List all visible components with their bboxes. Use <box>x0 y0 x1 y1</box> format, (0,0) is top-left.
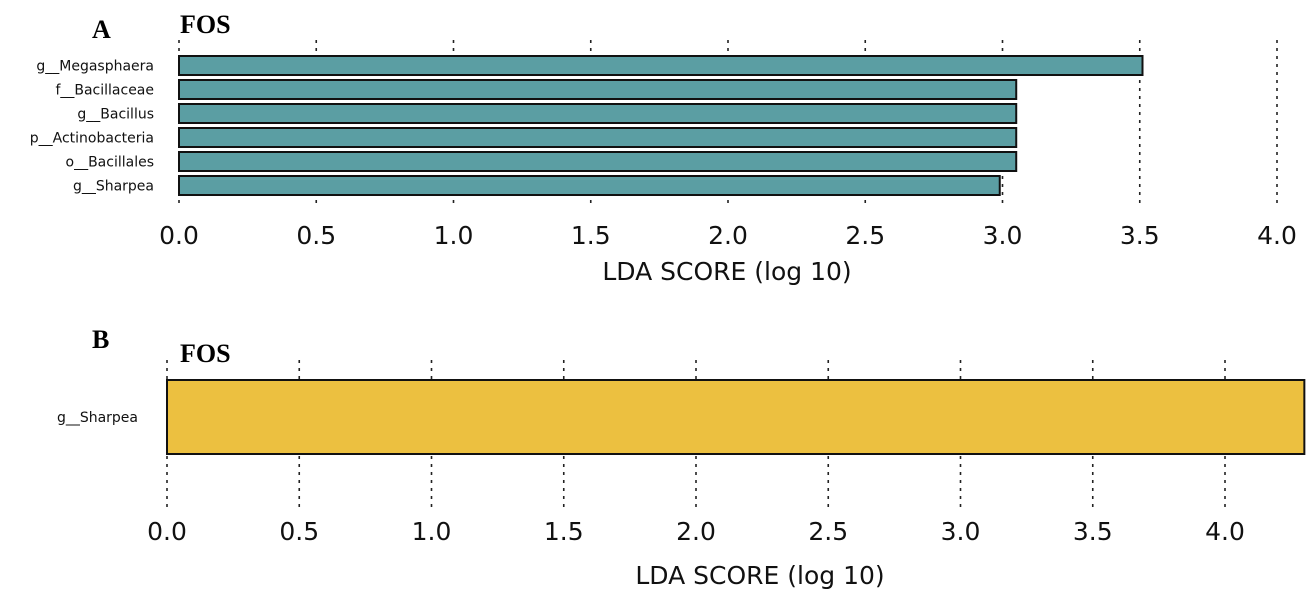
panel-a-bar <box>178 127 1018 148</box>
panel-b-tick-labels: 0.0 0.5 1.0 1.5 2.0 2.5 3.0 3.5 4.0 <box>147 517 1245 546</box>
panel-a-category-label: g__Megasphaera <box>36 59 154 75</box>
panel-a-bar <box>178 151 1018 172</box>
panel-b-x-tick-label: 2.5 <box>808 517 848 546</box>
panel-a-x-tick-label: 1.5 <box>571 221 611 250</box>
panel-a-x-tick-label: 3.0 <box>983 221 1023 250</box>
panel-a-category-label: f__Bacillaceae <box>55 83 154 99</box>
panel-b-bars <box>166 379 1306 455</box>
panel-b-x-tick-label: 0.5 <box>279 517 319 546</box>
panel-a-letter: A <box>92 15 111 44</box>
panel-a-bar <box>178 55 1144 76</box>
panel-a-category-label: o__Bacillales <box>66 155 155 171</box>
panel-a-x-tick-label: 0.0 <box>159 221 199 250</box>
panel-a-bar <box>178 175 1001 196</box>
panel-a-x-tick-label: 0.5 <box>296 221 336 250</box>
panel-b-category-labels: g__Sharpea <box>57 410 138 426</box>
panel-a-category-labels: g__Megasphaera f__Bacillaceae g__Bacillusp… <box>30 59 154 195</box>
panel-a-x-axis-label: LDA SCORE (log 10) <box>602 257 851 286</box>
panel-b-x-axis-label: LDA SCORE (log 10) <box>635 561 884 590</box>
panel-b-x-tick-label: 0.0 <box>147 517 187 546</box>
panel-b-x-tick-label: 2.0 <box>676 517 716 546</box>
panel-b-x-tick-label: 3.5 <box>1073 517 1113 546</box>
panel-b: B FOS g__Sharpea 0.0 0.5 1.0 1.5 2.0 2.5 3.0 3.… <box>57 325 1306 590</box>
panel-b-x-tick-label: 1.5 <box>544 517 584 546</box>
panel-a-tick-labels: 0.0 0.5 1.0 1.5 2.0 2.5 3.0 3.5 4.0 <box>159 221 1297 250</box>
panel-a-x-tick-label: 2.5 <box>845 221 885 250</box>
panel-b-title: FOS <box>180 339 231 368</box>
panel-a-bar <box>178 79 1018 100</box>
panel-b-x-tick-label: 3.0 <box>941 517 981 546</box>
panel-a-x-tick-label: 2.0 <box>708 221 748 250</box>
panel-b-category-label: g__Sharpea <box>57 410 138 426</box>
panel-a-x-tick-label: 3.5 <box>1120 221 1160 250</box>
panel-a: A FOS g__Megasphaera f__Bacillaceae g__Bac… <box>30 10 1297 286</box>
panel-a-bar <box>178 103 1018 124</box>
panel-a-title: FOS <box>180 10 231 39</box>
panel-b-x-tick-label: 1.0 <box>412 517 452 546</box>
panel-b-letter: B <box>92 325 109 354</box>
panel-a-x-tick-label: 1.0 <box>434 221 474 250</box>
panel-a-x-tick-label: 4.0 <box>1257 221 1297 250</box>
panel-a-category-label: g__Bacillus <box>77 107 154 123</box>
panel-a-category-label: g__Sharpea <box>73 179 154 195</box>
panel-b-bar <box>166 379 1306 455</box>
panel-b-x-tick-label: 4.0 <box>1205 517 1245 546</box>
panel-a-bars <box>178 55 1144 196</box>
panel-a-category-label: p__Actinobacteria <box>30 131 154 147</box>
